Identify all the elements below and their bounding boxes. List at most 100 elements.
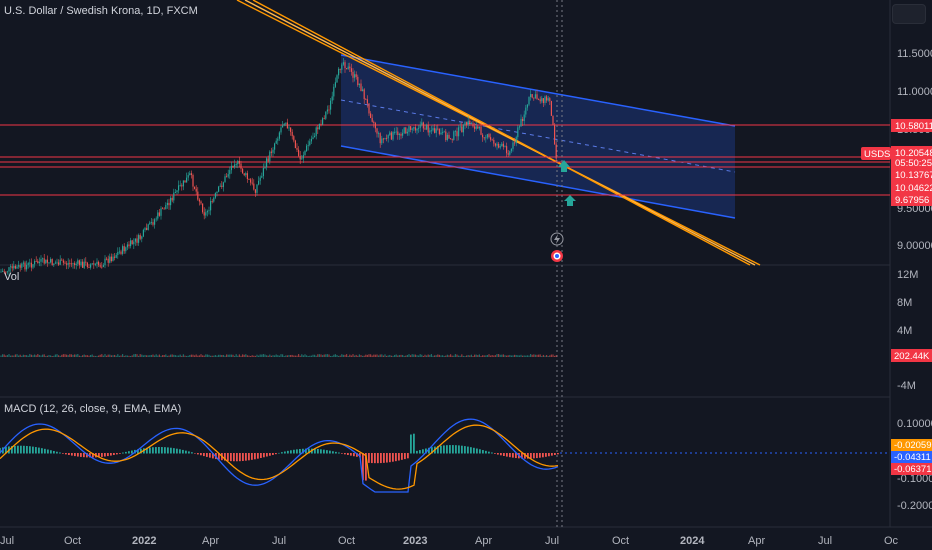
symbol-tag[interactable]: USDSEK <box>861 147 904 160</box>
macd-hist-bar <box>23 445 25 454</box>
volume-bar <box>232 354 234 357</box>
volume-bar <box>554 355 556 357</box>
current-price-tag[interactable]: 10.20548 05:50:25 <box>891 146 932 169</box>
volume-bar <box>459 355 461 357</box>
candle-body <box>398 133 400 135</box>
candle-body <box>202 203 204 213</box>
volume-series[interactable] <box>0 354 557 357</box>
candle-body <box>243 173 245 176</box>
channel-lower-line[interactable] <box>340 145 736 219</box>
macd-hist-bar <box>323 449 325 454</box>
candlestick-series[interactable] <box>0 58 557 277</box>
macd-hist-bar <box>158 447 160 454</box>
macd-tick: 0.10000 <box>897 418 932 430</box>
macd-hist-bar <box>275 453 277 455</box>
macd-hist-bar <box>293 449 295 454</box>
us-flag-icon[interactable] <box>551 250 563 262</box>
macd-hist-bar <box>110 453 112 456</box>
macd-value-tag[interactable]: -0.02059 <box>891 439 932 451</box>
candle-body <box>93 263 95 265</box>
volume-bar <box>499 354 501 357</box>
up-arrow-icon[interactable] <box>558 160 576 206</box>
macd-hist-bar <box>131 450 133 454</box>
macd-hist-bar <box>35 447 37 454</box>
volume-bar <box>294 355 296 357</box>
volume-bar <box>160 355 162 357</box>
macd-hist-bar <box>206 453 208 457</box>
volume-bar <box>254 355 256 357</box>
candle-body <box>331 96 333 101</box>
candle-body <box>163 208 165 210</box>
volume-bar <box>42 354 44 357</box>
svg-text:10.04622: 10.04622 <box>895 183 932 194</box>
macd-hist-bar <box>209 453 211 458</box>
volume-bar <box>427 354 429 357</box>
candle-body <box>370 113 372 118</box>
candle-body <box>392 132 394 140</box>
candle-body <box>269 151 271 162</box>
macd-hist-bar <box>329 450 331 454</box>
descending-trendline[interactable] <box>236 0 761 266</box>
candle-body <box>467 120 469 126</box>
chart-settings-button[interactable] <box>892 4 926 24</box>
candle-body <box>400 133 402 136</box>
candle-body <box>275 140 277 144</box>
volume-bar <box>138 355 140 357</box>
macd-hist-bar <box>245 453 247 461</box>
macd-hist-bar <box>161 447 163 454</box>
volume-bar <box>264 354 266 357</box>
horizontal-levels[interactable] <box>0 124 890 196</box>
macd-hist-bar <box>197 453 199 455</box>
price-level-tag[interactable]: 9.67956 <box>891 193 932 206</box>
macd-value-tag[interactable]: -0.04311 <box>891 451 932 463</box>
lightning-icon[interactable] <box>550 232 564 246</box>
candle-body <box>258 180 260 185</box>
candle-body <box>341 64 343 70</box>
volume-bar <box>400 354 402 357</box>
candle-body <box>458 127 460 137</box>
volume-bar <box>515 355 517 357</box>
volume-bar <box>35 355 37 357</box>
price-level-tag[interactable]: 10.04622 <box>891 181 932 194</box>
volume-bar <box>483 355 485 357</box>
candle-body <box>274 143 276 150</box>
candle-body <box>405 127 407 134</box>
price-level-tag[interactable]: 10.13767 <box>891 168 932 181</box>
candle-body <box>155 218 157 220</box>
time-axis[interactable]: Jul Oct 2022 Apr Jul Oct 2023 Apr Jul Oct 2024 Apr J… <box>0 535 899 547</box>
macd-hist-bar <box>548 453 550 457</box>
volume-bar <box>235 354 237 357</box>
candle-body <box>286 122 288 129</box>
volume-bar <box>192 354 194 357</box>
macd-value-tag[interactable]: -0.06371 <box>891 463 932 475</box>
volume-bar <box>229 354 231 357</box>
macd-hist-bar <box>236 453 238 462</box>
volume-bar <box>118 355 120 357</box>
channel-upper-line[interactable] <box>340 54 736 127</box>
macd-hist-bar <box>173 448 175 454</box>
volume-bar <box>261 354 263 357</box>
volume-bar <box>363 355 365 357</box>
volume-bar <box>139 354 141 357</box>
candle-body <box>486 134 488 138</box>
candle-body <box>85 261 87 263</box>
macd-hist-bar <box>416 450 418 454</box>
volume-bar <box>374 354 376 357</box>
price-level-tag[interactable]: 10.58011 <box>891 119 932 132</box>
signal-line[interactable] <box>0 424 559 490</box>
candle-body <box>368 103 370 114</box>
svg-text:10.20548: 10.20548 <box>895 148 932 159</box>
candle-body <box>176 190 178 193</box>
volume-bar <box>195 354 197 357</box>
volume-value-tag[interactable]: 202.44K <box>891 349 932 362</box>
candle-body <box>142 229 144 237</box>
candle-body <box>262 168 264 177</box>
candle-body <box>403 127 405 134</box>
candle-body <box>270 151 272 153</box>
candle-body <box>306 145 308 152</box>
volume-bar <box>301 354 303 357</box>
volume-bar <box>488 354 490 357</box>
volume-bar <box>419 354 421 357</box>
macd-hist-bar <box>185 450 187 454</box>
